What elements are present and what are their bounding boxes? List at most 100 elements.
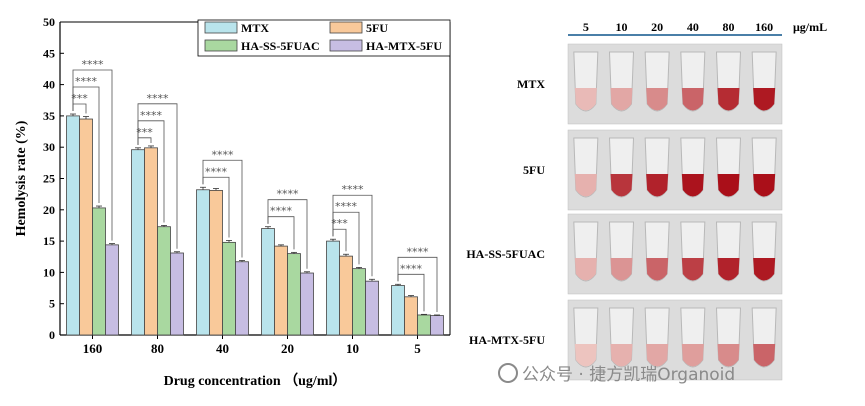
concentration-label: 20 — [651, 20, 663, 34]
x-tick-label: 40 — [216, 341, 229, 356]
significance-label: **** — [335, 200, 358, 213]
concentration-label: 160 — [755, 20, 773, 34]
tube-liquid — [610, 174, 633, 197]
concentration-label: 5 — [583, 20, 589, 34]
bar-mtx — [66, 115, 80, 336]
unit-label: μg/mL — [793, 20, 827, 34]
tube-liquid — [646, 344, 669, 367]
bar-ha-ss-5fuac — [222, 241, 236, 336]
legend-swatch-mtx — [204, 21, 238, 34]
bar-mtx — [196, 189, 210, 336]
tube-liquid — [753, 258, 776, 281]
bar-5fu — [209, 189, 223, 336]
legend-label: MTX — [241, 21, 269, 35]
bar-ha-ss-5fuac — [417, 314, 431, 336]
tube-liquid — [646, 174, 669, 197]
x-tick-label: 160 — [83, 341, 103, 356]
significance-bracket — [72, 69, 113, 241]
significance-label: *** — [136, 126, 153, 139]
significance-bracket — [202, 159, 243, 258]
bar-ha-mtx-5fu — [170, 252, 184, 336]
tube-liquid — [574, 88, 597, 111]
x-tick-label: 20 — [281, 341, 294, 356]
tube-liquid — [681, 344, 704, 367]
significance-label: **** — [277, 188, 300, 201]
bar-mtx — [326, 240, 340, 336]
legend-swatch-ha-ss-5fuac — [204, 39, 238, 52]
row-label: HA-MTX-5FU — [469, 333, 545, 347]
significance-label: **** — [400, 262, 423, 275]
y-tick-label: 45 — [43, 46, 55, 60]
wechat-icon — [498, 362, 518, 383]
significance-label: **** — [82, 58, 105, 71]
bar-ha-ss-5fuac — [157, 226, 171, 336]
bar-ha-mtx-5fu — [105, 244, 119, 336]
significance-label: **** — [140, 109, 163, 122]
y-tick-label: 50 — [43, 15, 55, 29]
y-tick-label: 10 — [43, 265, 55, 279]
legend-box — [197, 19, 451, 57]
row-label: MTX — [517, 77, 545, 91]
significance-label: **** — [342, 183, 365, 196]
x-tick-label: 10 — [346, 341, 359, 356]
bar-5fu — [274, 245, 288, 336]
tube-liquid — [646, 88, 669, 111]
tube-liquid — [574, 344, 597, 367]
legend-swatch-ha-mtx-5fu — [329, 39, 363, 52]
y-tick-label: 35 — [43, 109, 55, 123]
bar-ha-mtx-5fu — [365, 280, 379, 336]
significance-label: *** — [331, 217, 348, 230]
y-tick-label: 5 — [49, 297, 55, 311]
tube-liquid — [753, 88, 776, 111]
y-tick-label: 40 — [43, 78, 55, 92]
bar-mtx — [391, 285, 405, 336]
significance-label: **** — [205, 165, 228, 178]
tube-liquid — [717, 174, 740, 197]
concentration-label: 80 — [723, 20, 735, 34]
significance-label: **** — [270, 205, 293, 218]
row-label: HA-SS-5FUAC — [466, 247, 545, 261]
bar-5fu — [144, 147, 158, 336]
photo-background — [567, 43, 783, 125]
tube-liquid — [717, 258, 740, 281]
bar-5fu — [79, 118, 93, 336]
significance-bracket — [332, 194, 373, 277]
bar-mtx — [261, 228, 275, 336]
bar-ha-ss-5fuac — [352, 268, 366, 336]
significance-label: **** — [212, 148, 235, 161]
tube-liquid — [717, 88, 740, 111]
photo-background — [567, 129, 783, 211]
bar-ha-mtx-5fu — [430, 315, 444, 336]
tube-liquid — [681, 88, 704, 111]
y-tick-label: 20 — [43, 203, 55, 217]
x-tick-label: 80 — [151, 341, 164, 356]
tube-liquid — [610, 258, 633, 281]
photo-background — [567, 213, 783, 295]
significance-label: **** — [147, 92, 170, 105]
y-tick-label: 0 — [49, 328, 55, 342]
significance-bracket — [72, 103, 87, 114]
x-axis-title: Drug concentration （ug/ml） — [164, 373, 347, 389]
significance-bracket — [267, 199, 308, 269]
y-tick-label: 25 — [43, 172, 55, 186]
tube-liquid — [753, 174, 776, 197]
significance-bracket — [397, 256, 438, 312]
legend-label: 5FU — [366, 21, 388, 35]
tube-liquid — [681, 174, 704, 197]
tube-liquid — [574, 174, 597, 197]
tube-liquid — [753, 344, 776, 367]
y-tick-label: 30 — [43, 140, 55, 154]
legend-swatch-5fu — [329, 21, 363, 34]
bar-mtx — [131, 149, 145, 336]
concentration-label: 40 — [687, 20, 699, 34]
x-tick-label: 5 — [414, 341, 421, 356]
tube-liquid — [574, 258, 597, 281]
watermark-text: 公众号 · 捷方凯瑞Organoid — [522, 365, 736, 385]
y-axis-title: Hemolysis rate (%) — [14, 120, 29, 236]
significance-bracket — [137, 103, 178, 249]
significance-bracket — [137, 137, 152, 145]
row-label: 5FU — [523, 163, 545, 177]
tube-liquid — [646, 258, 669, 281]
y-tick-label: 15 — [43, 234, 55, 248]
significance-label: **** — [75, 75, 98, 88]
